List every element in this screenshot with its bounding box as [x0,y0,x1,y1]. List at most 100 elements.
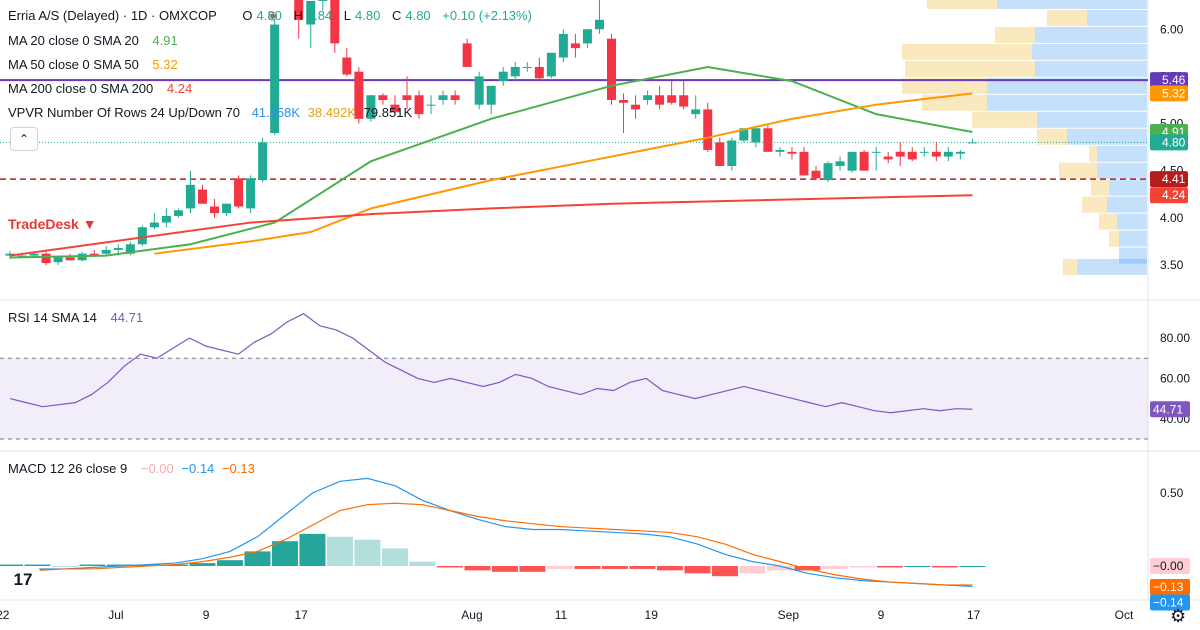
macd-histogram-bar [354,539,381,566]
symbol-title: Erria A/S (Delayed) · 1D · OMXCOP [8,8,217,23]
macd-histogram-bar [931,566,958,568]
candle-body [775,149,785,152]
candle-body [811,170,821,179]
macd-histogram-bar [794,566,821,571]
ma200-label: MA 200 close 0 SMA 200 [8,81,154,96]
candle-body [883,156,893,160]
candle-body [474,76,484,105]
macd-price-label: −0.00 [1153,559,1184,573]
macd-histogram-bar [436,566,463,568]
candle-body [895,151,905,157]
vpvr-up-bar [1032,43,1147,60]
vpvr-down-bar [1099,213,1117,230]
vpvr-up-bar [1107,196,1147,213]
vpvr-down-bar [995,26,1035,43]
ma-line [9,65,973,259]
ma20-label: MA 20 close 0 SMA 20 [8,33,139,48]
vpvr-up-bar [1037,111,1147,128]
macd-histogram-bar [519,566,546,572]
candle-body [450,95,460,100]
candle-body [907,151,917,160]
candle-body [318,0,328,1]
macd-price-box [1150,558,1190,574]
price-label: 4.24 [1162,188,1186,202]
price-label: 4.41 [1162,172,1186,186]
candle-body [871,151,881,153]
tradingview-logo[interactable]: 17 [6,566,40,594]
vpvr-up-bar [1119,230,1147,247]
macd-histogram-bar [299,533,326,566]
candle-body [161,215,171,223]
candle-body [185,184,195,209]
gear-icon[interactable]: ⚙ [1170,606,1187,626]
price-label: 5.46 [1162,73,1186,87]
ma200-value: 4.24 [166,81,193,96]
vpvr-up-bar [1117,213,1147,230]
candle-body [234,178,244,207]
ma20-value: 4.91 [152,33,178,48]
price-label-box [1150,85,1188,102]
eye-icon[interactable]: ◉ [268,10,278,22]
macd-signal-value: −0.13 [221,461,255,476]
x-tick-label: 11 [555,608,568,622]
x-tick-label: 19 [645,608,659,622]
ma200-legend[interactable]: MA 200 close 0 SMA 200 4.24 [8,81,196,96]
candle-body [354,71,364,119]
candle-body [534,66,544,79]
macd-histogram-bar [601,566,628,569]
x-tick-label: Oct [1115,608,1134,622]
candle-body [378,95,388,100]
candle-body [787,151,797,154]
vpvr-up-bar [987,94,1147,111]
candle-body [823,163,833,181]
high-value: 4.84 [306,8,333,23]
candle-body [546,52,556,77]
vpvr-down-bar [1082,196,1107,213]
rsi-legend[interactable]: RSI 14 SMA 14 44.71 [8,310,147,325]
macd-histogram-bar [106,564,133,566]
macd-histogram-bar [821,566,848,569]
candle-body [847,151,857,171]
price-label-box [1150,187,1188,204]
x-tick-label: 9 [203,608,210,622]
macd-histogram-bar [326,536,353,566]
vpvr-up-bar [1097,145,1147,162]
macd-histogram-bar [766,566,793,571]
candle-body [486,85,496,105]
macd-price-label: −0.14 [1153,595,1184,609]
candle-body [594,19,604,30]
candle-body [258,142,268,181]
ma20-legend[interactable]: MA 20 close 0 SMA 20 4.91 [8,33,182,48]
candle-body [113,248,123,250]
candle-body [89,253,99,256]
vpvr-label: VPVR Number Of Rows 24 Up/Down 70 [8,105,240,120]
candle-body [703,109,713,150]
candle-body [763,128,773,152]
vpvr-up-bar [1087,9,1147,26]
ma-line [154,92,973,255]
ma50-legend[interactable]: MA 50 close 0 SMA 50 5.32 [8,57,182,72]
collapse-legend-button[interactable]: ⌃ [10,127,38,151]
candle-body [414,95,424,115]
candle-body [101,249,111,254]
macd-histogram-bar [574,566,601,569]
tradedesk-label[interactable]: TradeDesk ▼ [8,216,97,232]
candle-body [631,104,641,110]
macd-histogram-bar [656,566,683,571]
change-value: +0.10 (+2.13%) [442,8,532,23]
x-tick-label: 9 [878,608,885,622]
macd-histogram-bar [959,566,986,567]
close-value: 4.80 [405,8,431,23]
x-tick-label: 17 [967,608,981,622]
vpvr-up-bar [1035,26,1147,43]
macd-legend[interactable]: MACD 12 26 close 9 −0.00 −0.14 −0.13 [8,461,259,476]
macd-histogram-bar [244,551,271,566]
macd-histogram-bar [876,566,903,568]
macd-histogram-bar [161,564,188,566]
candle-body [643,95,653,100]
candle-body [715,142,725,166]
close-label: C [391,8,402,23]
vpvr-legend[interactable]: VPVR Number Of Rows 24 Up/Down 70 41.358… [8,105,416,120]
macd-histogram-bar [464,566,491,571]
